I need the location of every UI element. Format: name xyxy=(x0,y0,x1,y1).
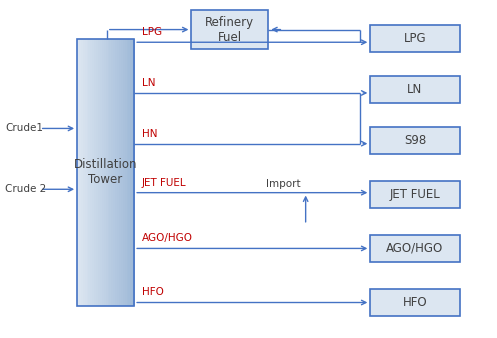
Bar xyxy=(370,289,460,316)
Bar xyxy=(370,25,460,52)
Bar xyxy=(105,39,108,306)
Bar xyxy=(370,76,460,103)
Bar xyxy=(94,39,96,306)
Text: Crude1: Crude1 xyxy=(5,123,43,134)
Bar xyxy=(90,39,93,306)
Bar xyxy=(77,39,80,306)
Text: Import: Import xyxy=(266,179,301,189)
Text: LN: LN xyxy=(142,78,155,88)
Bar xyxy=(102,39,104,306)
Bar xyxy=(81,39,83,306)
Bar xyxy=(98,39,100,306)
Bar xyxy=(79,39,82,306)
Bar xyxy=(128,39,131,306)
Bar xyxy=(92,39,94,306)
Bar xyxy=(96,39,98,306)
Bar xyxy=(127,39,129,306)
Bar xyxy=(132,39,135,306)
Text: LN: LN xyxy=(408,83,422,96)
Text: Crude 2: Crude 2 xyxy=(5,184,46,194)
Bar xyxy=(130,39,133,306)
Text: AGO/HGO: AGO/HGO xyxy=(386,242,444,255)
Bar xyxy=(109,39,112,306)
Bar xyxy=(191,10,268,49)
Bar xyxy=(111,39,114,306)
Bar xyxy=(84,39,87,306)
Text: JET FUEL: JET FUEL xyxy=(390,188,440,201)
Text: JET FUEL: JET FUEL xyxy=(142,177,186,188)
Text: Refinery
Fuel: Refinery Fuel xyxy=(205,16,254,44)
Bar xyxy=(125,39,127,306)
Text: HN: HN xyxy=(142,128,157,139)
Bar xyxy=(119,39,121,306)
Text: HFO: HFO xyxy=(403,296,427,309)
Bar xyxy=(370,235,460,262)
Text: HFO: HFO xyxy=(142,287,164,297)
Bar xyxy=(83,39,85,306)
Bar xyxy=(370,181,460,208)
Bar xyxy=(88,39,91,306)
Bar xyxy=(100,39,102,306)
Text: S98: S98 xyxy=(404,134,426,147)
Text: LPG: LPG xyxy=(404,32,426,45)
Bar xyxy=(113,39,116,306)
Bar xyxy=(115,39,117,306)
Bar xyxy=(117,39,119,306)
Bar xyxy=(107,39,110,306)
Bar xyxy=(77,39,134,306)
Bar xyxy=(121,39,123,306)
Text: Distillation
Tower: Distillation Tower xyxy=(74,159,137,186)
Text: LPG: LPG xyxy=(142,27,162,37)
Bar xyxy=(123,39,125,306)
Bar xyxy=(86,39,89,306)
Bar xyxy=(370,127,460,154)
Bar xyxy=(104,39,106,306)
Text: AGO/HGO: AGO/HGO xyxy=(142,233,193,243)
